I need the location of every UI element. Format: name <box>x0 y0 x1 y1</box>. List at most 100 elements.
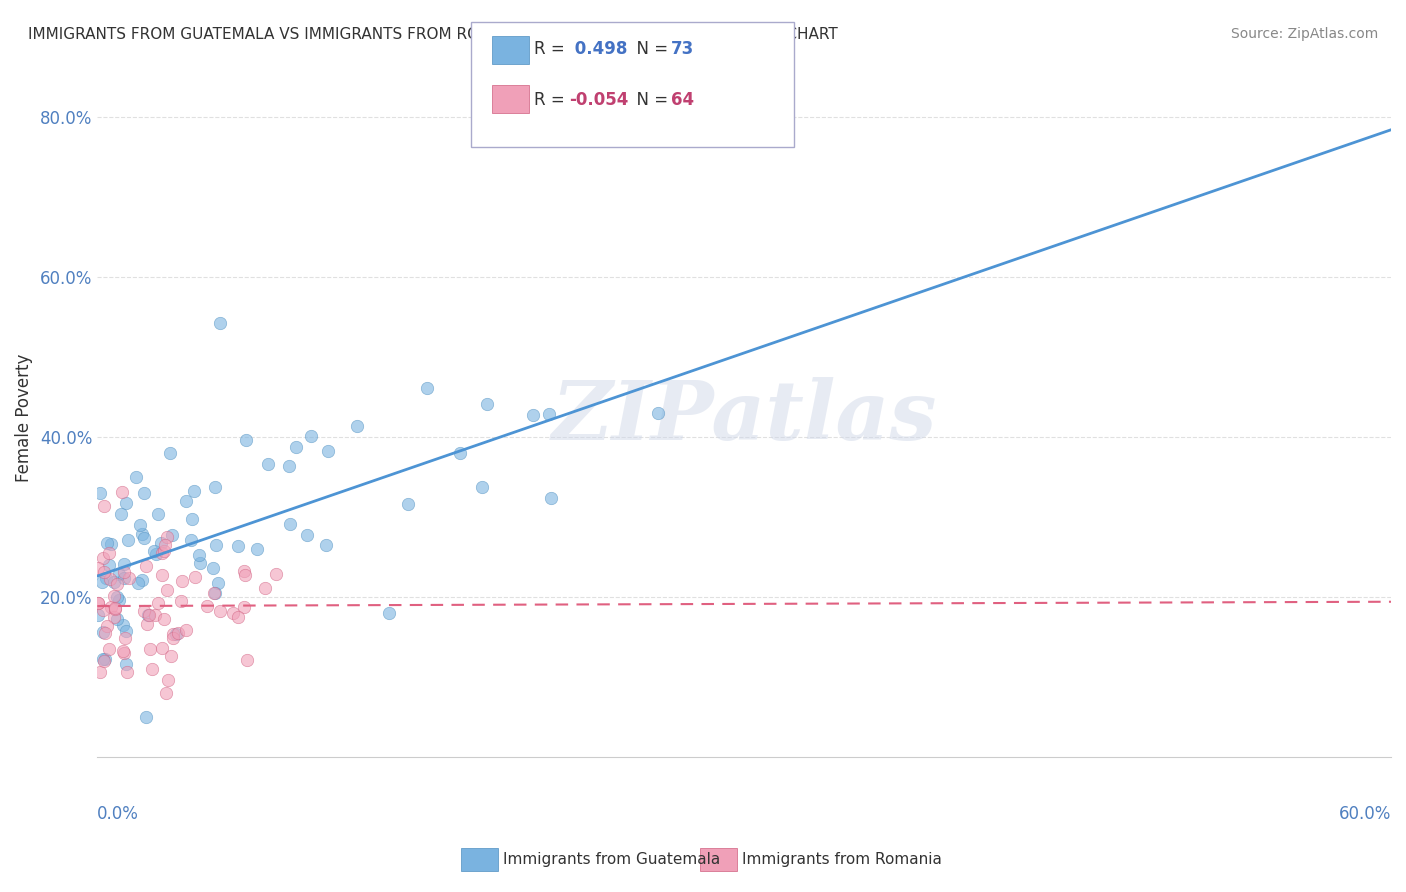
Point <box>165 627 187 641</box>
Point <box>167 625 190 640</box>
Text: R =: R = <box>534 91 571 109</box>
Point <box>416 381 439 395</box>
Point <box>264 566 287 581</box>
Point <box>188 557 211 571</box>
Point <box>187 548 209 562</box>
Point <box>471 480 494 494</box>
Point <box>103 574 125 589</box>
Point <box>93 499 115 513</box>
Point <box>170 594 193 608</box>
Point <box>155 685 177 699</box>
Point <box>143 544 166 558</box>
Point <box>94 652 117 666</box>
Point <box>475 397 498 411</box>
Point <box>115 495 138 509</box>
Point <box>103 589 125 603</box>
Point <box>89 485 111 500</box>
Point <box>222 607 245 621</box>
Point <box>141 662 163 676</box>
Point <box>170 574 193 588</box>
Point <box>318 444 340 458</box>
Point <box>396 497 419 511</box>
Point <box>162 528 184 542</box>
Text: -0.054: -0.054 <box>569 91 628 109</box>
Point <box>112 571 135 585</box>
Point <box>114 632 136 646</box>
Point <box>135 559 157 574</box>
Point <box>112 558 135 572</box>
Point <box>132 604 155 618</box>
Point <box>135 710 157 724</box>
Point <box>174 623 197 637</box>
Point <box>152 543 174 558</box>
Point <box>256 457 278 471</box>
Point <box>136 616 159 631</box>
Point <box>115 665 138 680</box>
Point <box>94 626 117 640</box>
Point <box>159 446 181 460</box>
Text: 0.0%: 0.0% <box>97 805 139 823</box>
Point <box>145 548 167 562</box>
Point <box>108 592 131 607</box>
Point <box>114 657 136 671</box>
Point <box>93 566 115 580</box>
Text: IMMIGRANTS FROM GUATEMALA VS IMMIGRANTS FROM ROMANIA FEMALE POVERTY CORRELATION : IMMIGRANTS FROM GUATEMALA VS IMMIGRANTS … <box>28 27 838 42</box>
Point <box>181 512 204 526</box>
Point <box>104 602 127 616</box>
Point <box>233 599 256 614</box>
Text: N =: N = <box>626 91 673 109</box>
Text: N =: N = <box>626 40 673 58</box>
Point <box>110 507 132 521</box>
Point <box>96 619 118 633</box>
Point <box>146 596 169 610</box>
Point <box>162 627 184 641</box>
Point <box>245 541 267 556</box>
Text: 73: 73 <box>671 40 695 58</box>
Text: 64: 64 <box>671 91 693 109</box>
Point <box>235 653 257 667</box>
Text: 0.498: 0.498 <box>569 40 628 58</box>
Point <box>108 566 131 581</box>
Text: 60.0%: 60.0% <box>1339 805 1391 823</box>
Point <box>204 586 226 600</box>
Point <box>150 546 173 560</box>
Point <box>156 530 179 544</box>
Point <box>647 406 669 420</box>
Point <box>208 316 231 330</box>
Point <box>295 528 318 542</box>
Point <box>97 546 120 560</box>
Point <box>105 612 128 626</box>
Point <box>112 646 135 660</box>
Point <box>131 526 153 541</box>
Point <box>150 568 173 582</box>
Point <box>253 581 276 595</box>
Point <box>377 606 399 620</box>
Point <box>285 440 308 454</box>
Point <box>235 433 257 447</box>
Text: ZIPatlas: ZIPatlas <box>551 377 936 458</box>
Point <box>233 567 256 582</box>
Point <box>104 600 127 615</box>
Point <box>112 617 135 632</box>
Point <box>183 483 205 498</box>
Point <box>93 655 115 669</box>
Point <box>89 665 111 680</box>
Point <box>134 486 156 500</box>
Point <box>205 538 228 552</box>
Point <box>98 572 121 586</box>
Point <box>93 550 115 565</box>
Point <box>226 540 249 554</box>
Point <box>111 644 134 658</box>
Point <box>449 446 471 460</box>
Point <box>136 607 159 622</box>
Point <box>87 560 110 574</box>
Point <box>299 428 322 442</box>
Point <box>156 582 179 597</box>
Point <box>150 640 173 655</box>
Point <box>162 631 184 645</box>
Point <box>280 516 302 531</box>
Point <box>111 484 134 499</box>
Point <box>233 564 256 578</box>
Point <box>143 607 166 622</box>
Point <box>174 493 197 508</box>
